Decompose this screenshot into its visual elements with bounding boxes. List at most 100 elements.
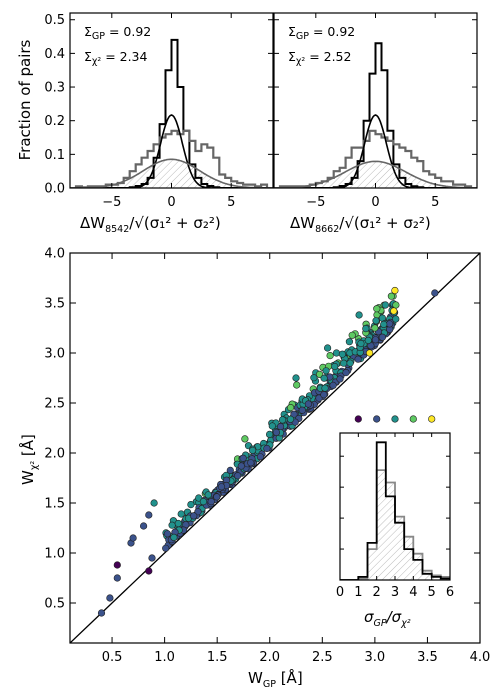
scatter-point bbox=[315, 394, 323, 402]
scatter-point bbox=[226, 466, 234, 475]
scatter-point bbox=[392, 315, 400, 323]
ytick-label-fraction: 0.3 bbox=[44, 81, 65, 96]
scatter-point bbox=[207, 498, 215, 506]
xtick-label-8662: −5 bbox=[306, 195, 325, 210]
inset-xtick-label: 0 bbox=[336, 585, 344, 600]
inset-xtick-label: 1 bbox=[354, 585, 362, 600]
scatter-point bbox=[266, 430, 274, 439]
scatter-point bbox=[287, 404, 295, 412]
scatter-point bbox=[324, 344, 332, 352]
scatter-point bbox=[332, 349, 341, 357]
ytick-label-wchi2: 4.0 bbox=[44, 247, 65, 262]
scatter-point bbox=[168, 521, 176, 529]
scatter-point bbox=[170, 533, 178, 542]
scatter-point bbox=[278, 416, 287, 424]
inset-step-8542 bbox=[340, 441, 450, 580]
ytick-label-wchi2: 1.5 bbox=[44, 497, 65, 512]
scatter-point bbox=[148, 554, 156, 562]
annotation-sigma-chi2-8542: Σχ² = 2.34 bbox=[84, 49, 148, 67]
scatter-point bbox=[340, 359, 348, 367]
inset-xtick-label: 3 bbox=[391, 585, 399, 600]
scatter-point bbox=[342, 369, 350, 377]
scatter-point bbox=[263, 444, 271, 453]
gaussian-fill-8542 bbox=[70, 159, 273, 188]
scatter-point bbox=[277, 423, 285, 431]
ylabel-wchi2: Wχ² [Å] bbox=[18, 434, 40, 485]
scatter-point bbox=[145, 511, 153, 519]
gaussian-curve-gp-8662 bbox=[274, 114, 477, 188]
scatter-point bbox=[234, 472, 242, 480]
scatter-point bbox=[247, 459, 255, 467]
inset-xtick-label: 6 bbox=[446, 585, 454, 600]
gaussian-fill-8662 bbox=[274, 161, 477, 188]
scatter-point bbox=[364, 336, 372, 345]
xtick-label-wgp: 3.5 bbox=[417, 650, 438, 665]
scatter-point bbox=[320, 391, 328, 399]
scatter-point bbox=[237, 462, 245, 470]
ytick-label-wchi2: 2.5 bbox=[44, 397, 65, 412]
scatter-point bbox=[326, 352, 334, 360]
ytick-label-fraction: 0.4 bbox=[44, 47, 65, 62]
scatter-point bbox=[346, 359, 354, 367]
scatter-point bbox=[320, 374, 328, 382]
gaussian-curve-gp-8542 bbox=[70, 114, 273, 188]
scatter-point bbox=[390, 307, 398, 315]
scatter-point bbox=[290, 410, 298, 418]
scatter-point bbox=[371, 336, 380, 344]
xlabel-wgp: WGP [Å] bbox=[248, 668, 303, 690]
xtick-label-8662: 0 bbox=[371, 195, 379, 210]
scatter-point bbox=[338, 350, 347, 358]
one-to-one-line bbox=[70, 253, 480, 643]
annotation-sigma-chi2-8662: Σχ² = 2.52 bbox=[288, 49, 351, 67]
inset-step-8662 bbox=[340, 469, 450, 580]
scatter-point bbox=[162, 544, 170, 552]
scatter-point bbox=[357, 339, 365, 348]
scatter-point bbox=[373, 305, 381, 313]
annotation-sigma-gp-8662: ΣGP = 0.92 bbox=[288, 24, 355, 42]
xlabel-sigma-ratio: σGP/σχ² bbox=[364, 608, 411, 629]
scatter-point bbox=[204, 491, 212, 499]
scatter-point bbox=[106, 594, 114, 602]
scatter-point bbox=[354, 355, 362, 363]
scatter-point bbox=[336, 375, 344, 383]
scatter-point bbox=[286, 415, 295, 423]
scatter-point bbox=[431, 289, 439, 297]
scatter-point bbox=[174, 519, 182, 528]
scatter-point bbox=[391, 286, 399, 295]
scatter-point bbox=[345, 338, 354, 346]
scatter-point bbox=[387, 292, 396, 300]
ytick-label-fraction: 0.0 bbox=[44, 182, 65, 197]
panel-8662: −5 0 5 ΣGP = 0.92 Σχ² = 2.52 ΔW8662/√(σ₁² … bbox=[273, 12, 478, 235]
xtick-label-wgp: 0.5 bbox=[102, 650, 123, 665]
scatter-point bbox=[150, 499, 158, 507]
scatter-point bbox=[163, 530, 171, 538]
scatter-point bbox=[241, 435, 249, 443]
ytick-label-wchi2: 2.0 bbox=[44, 447, 65, 462]
xtick-label-wgp: 4.0 bbox=[470, 650, 491, 665]
xlabel-8662: ΔW8662/√(σ₁² + σ₂²) bbox=[290, 214, 431, 235]
scatter-frame bbox=[69, 252, 481, 644]
scatter-point bbox=[239, 454, 247, 462]
scatter-point bbox=[366, 349, 374, 357]
scatter-point bbox=[304, 400, 313, 408]
panel-8542: −5 0 5 0.0 0.1 0.2 0.3 0.4 0.5 ΣGP = 0.92 Σχ² = … bbox=[16, 12, 274, 235]
inset-xtick-label: 4 bbox=[409, 585, 417, 600]
scatter-point bbox=[331, 362, 339, 371]
scatter-point bbox=[113, 574, 121, 582]
ytick-label-wchi2: 3.0 bbox=[44, 347, 65, 362]
scatter-point bbox=[292, 374, 300, 382]
scatter-point bbox=[249, 446, 257, 455]
colorscale-marker bbox=[391, 415, 399, 423]
scatter-point bbox=[386, 320, 394, 328]
scatter-point bbox=[293, 381, 301, 389]
hist-step-gp-8542 bbox=[76, 38, 267, 188]
ytick-label-fraction: 0.5 bbox=[44, 13, 65, 28]
scatter-point bbox=[194, 508, 202, 516]
xlabel-8542: ΔW8542/√(σ₁² + σ₂²) bbox=[80, 214, 221, 235]
scatter-point bbox=[362, 325, 370, 333]
scatter-point bbox=[378, 333, 387, 341]
xtick-label-8662: 5 bbox=[431, 195, 439, 210]
scatter-point bbox=[190, 512, 198, 520]
scatter-point bbox=[217, 483, 226, 491]
